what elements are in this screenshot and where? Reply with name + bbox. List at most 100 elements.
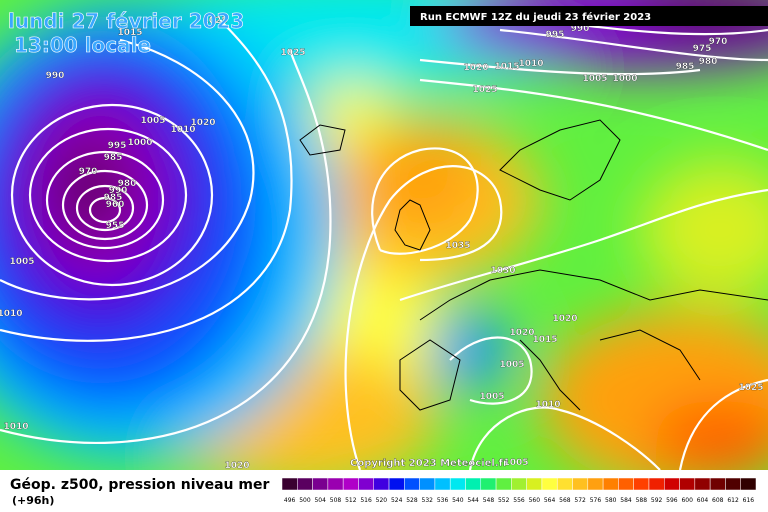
color-scale: 496 500 504 508 512 516 520 524 528 532 536 540 544 5… — [281, 477, 757, 504]
isobar-label: 1000 — [612, 74, 637, 84]
legend-subtitle: (+96h) — [12, 494, 54, 507]
isobar-label: 955 — [106, 221, 125, 231]
isobar-label: 1020 — [509, 328, 534, 338]
scale-label: 596 — [666, 497, 678, 504]
scale-label: 532 — [422, 497, 434, 504]
isobar-label: 1015 — [117, 28, 142, 38]
scale-swatch — [434, 477, 451, 491]
scale-label: 580 — [605, 497, 617, 504]
isobar-label: 1005 — [479, 392, 504, 402]
isobar-label: 1010 — [170, 125, 195, 135]
scale-swatch — [404, 477, 420, 491]
isobar-label: 975 — [693, 44, 712, 54]
isobar-label: 970 — [79, 167, 98, 177]
scale-label: 612 — [727, 497, 739, 504]
scale-swatch — [556, 477, 573, 491]
scale-swatch — [511, 477, 527, 491]
isobar-label: 1020 — [190, 118, 215, 128]
scale-swatch — [725, 477, 741, 491]
scale-label: 572 — [574, 497, 586, 504]
isobar-label: 1025 — [202, 16, 227, 26]
isobar-label: 1005 — [140, 116, 165, 126]
isobar-label: 1010 — [535, 400, 560, 410]
scale-label: 500 — [299, 497, 311, 504]
scale-label: 608 — [712, 497, 724, 504]
scale-label: 536 — [437, 497, 449, 504]
scale-swatch — [373, 477, 390, 491]
isobar-label: 1005 — [582, 74, 607, 84]
isobar-label: 985 — [104, 193, 123, 203]
isobar-label: 995 — [108, 141, 127, 151]
isobar-label: 985 — [104, 153, 123, 163]
run-box — [410, 6, 768, 26]
run-info: Run ECMWF 12Z du jeudi 23 février 2023 — [420, 11, 651, 23]
scale-label: 576 — [590, 497, 602, 504]
isobar-label: 990 — [46, 71, 65, 81]
isobar-label: 1025 — [280, 48, 305, 58]
scale-swatch — [388, 477, 405, 491]
scale-swatch — [327, 477, 344, 491]
scale-swatch — [541, 477, 558, 491]
scale-label: 616 — [743, 497, 755, 504]
scale-swatch — [679, 477, 696, 491]
scale-swatch — [709, 477, 726, 491]
scale-swatch — [465, 477, 482, 491]
isobar-label: 985 — [676, 62, 695, 72]
scale-swatch — [633, 477, 650, 491]
scale-label: 520 — [376, 497, 388, 504]
isobar-label: 1005 — [499, 360, 524, 370]
scale-swatch — [358, 477, 374, 491]
isobar-label: 980 — [118, 179, 137, 189]
copyright: Copyright 2023 Meteociel.fr — [350, 458, 508, 469]
scale-swatch — [664, 477, 680, 491]
isobar-label: 1015 — [494, 62, 519, 72]
isobar-label: 970 — [709, 37, 728, 47]
scale-label: 556 — [513, 497, 525, 504]
scale-swatch — [694, 477, 711, 491]
scale-label: 496 — [284, 497, 296, 504]
isobar-label: 995 — [546, 30, 565, 40]
scale-swatch — [618, 477, 634, 491]
forecast-time: 13:00 locale — [14, 33, 151, 57]
isobar-label: 990 — [571, 24, 590, 34]
scale-swatch — [449, 477, 466, 491]
scale-label: 528 — [406, 497, 418, 504]
isobar-label: 1010 — [0, 309, 23, 319]
isobar-label: 1010 — [518, 59, 543, 69]
isobar-labels: 1025101599010251005101010201000995985970… — [0, 16, 764, 471]
scale-label: 584 — [620, 497, 632, 504]
scale-swatch — [419, 477, 436, 491]
forecast-date: lundi 27 février 2023 — [8, 9, 244, 33]
isobar-label: 1020 — [552, 314, 577, 324]
scale-label: 560 — [529, 497, 541, 504]
scale-label: 540 — [452, 497, 464, 504]
isobar-label: 1005 — [503, 458, 528, 468]
scale-swatch — [587, 477, 604, 491]
scale-swatch — [648, 477, 665, 491]
scale-swatch — [602, 477, 619, 491]
scale-swatch — [312, 477, 329, 491]
isobar-label: 1035 — [445, 241, 470, 251]
isobar-label: 1010 — [3, 422, 28, 432]
isobar-label: 1025 — [738, 383, 763, 393]
legend-area — [0, 470, 768, 512]
isobar-label: 990 — [109, 186, 128, 196]
scale-swatch — [740, 477, 757, 491]
scale-label: 588 — [636, 497, 648, 504]
isobar-label: 960 — [106, 200, 125, 210]
isobar-label: 1020 — [224, 461, 249, 471]
scale-label: 600 — [681, 497, 693, 504]
scale-swatch — [526, 477, 543, 491]
scale-swatch — [342, 477, 359, 491]
isobar-label: 1030 — [490, 266, 515, 276]
isobar-label: 1000 — [127, 138, 152, 148]
scale-label: 512 — [345, 497, 357, 504]
scale-label: 604 — [697, 497, 709, 504]
scale-swatch — [297, 477, 313, 491]
isobar-label: 1025 — [472, 85, 497, 95]
scale-label: 564 — [544, 497, 556, 504]
isobar-label: 1005 — [9, 257, 34, 267]
scale-label: 544 — [467, 497, 479, 504]
